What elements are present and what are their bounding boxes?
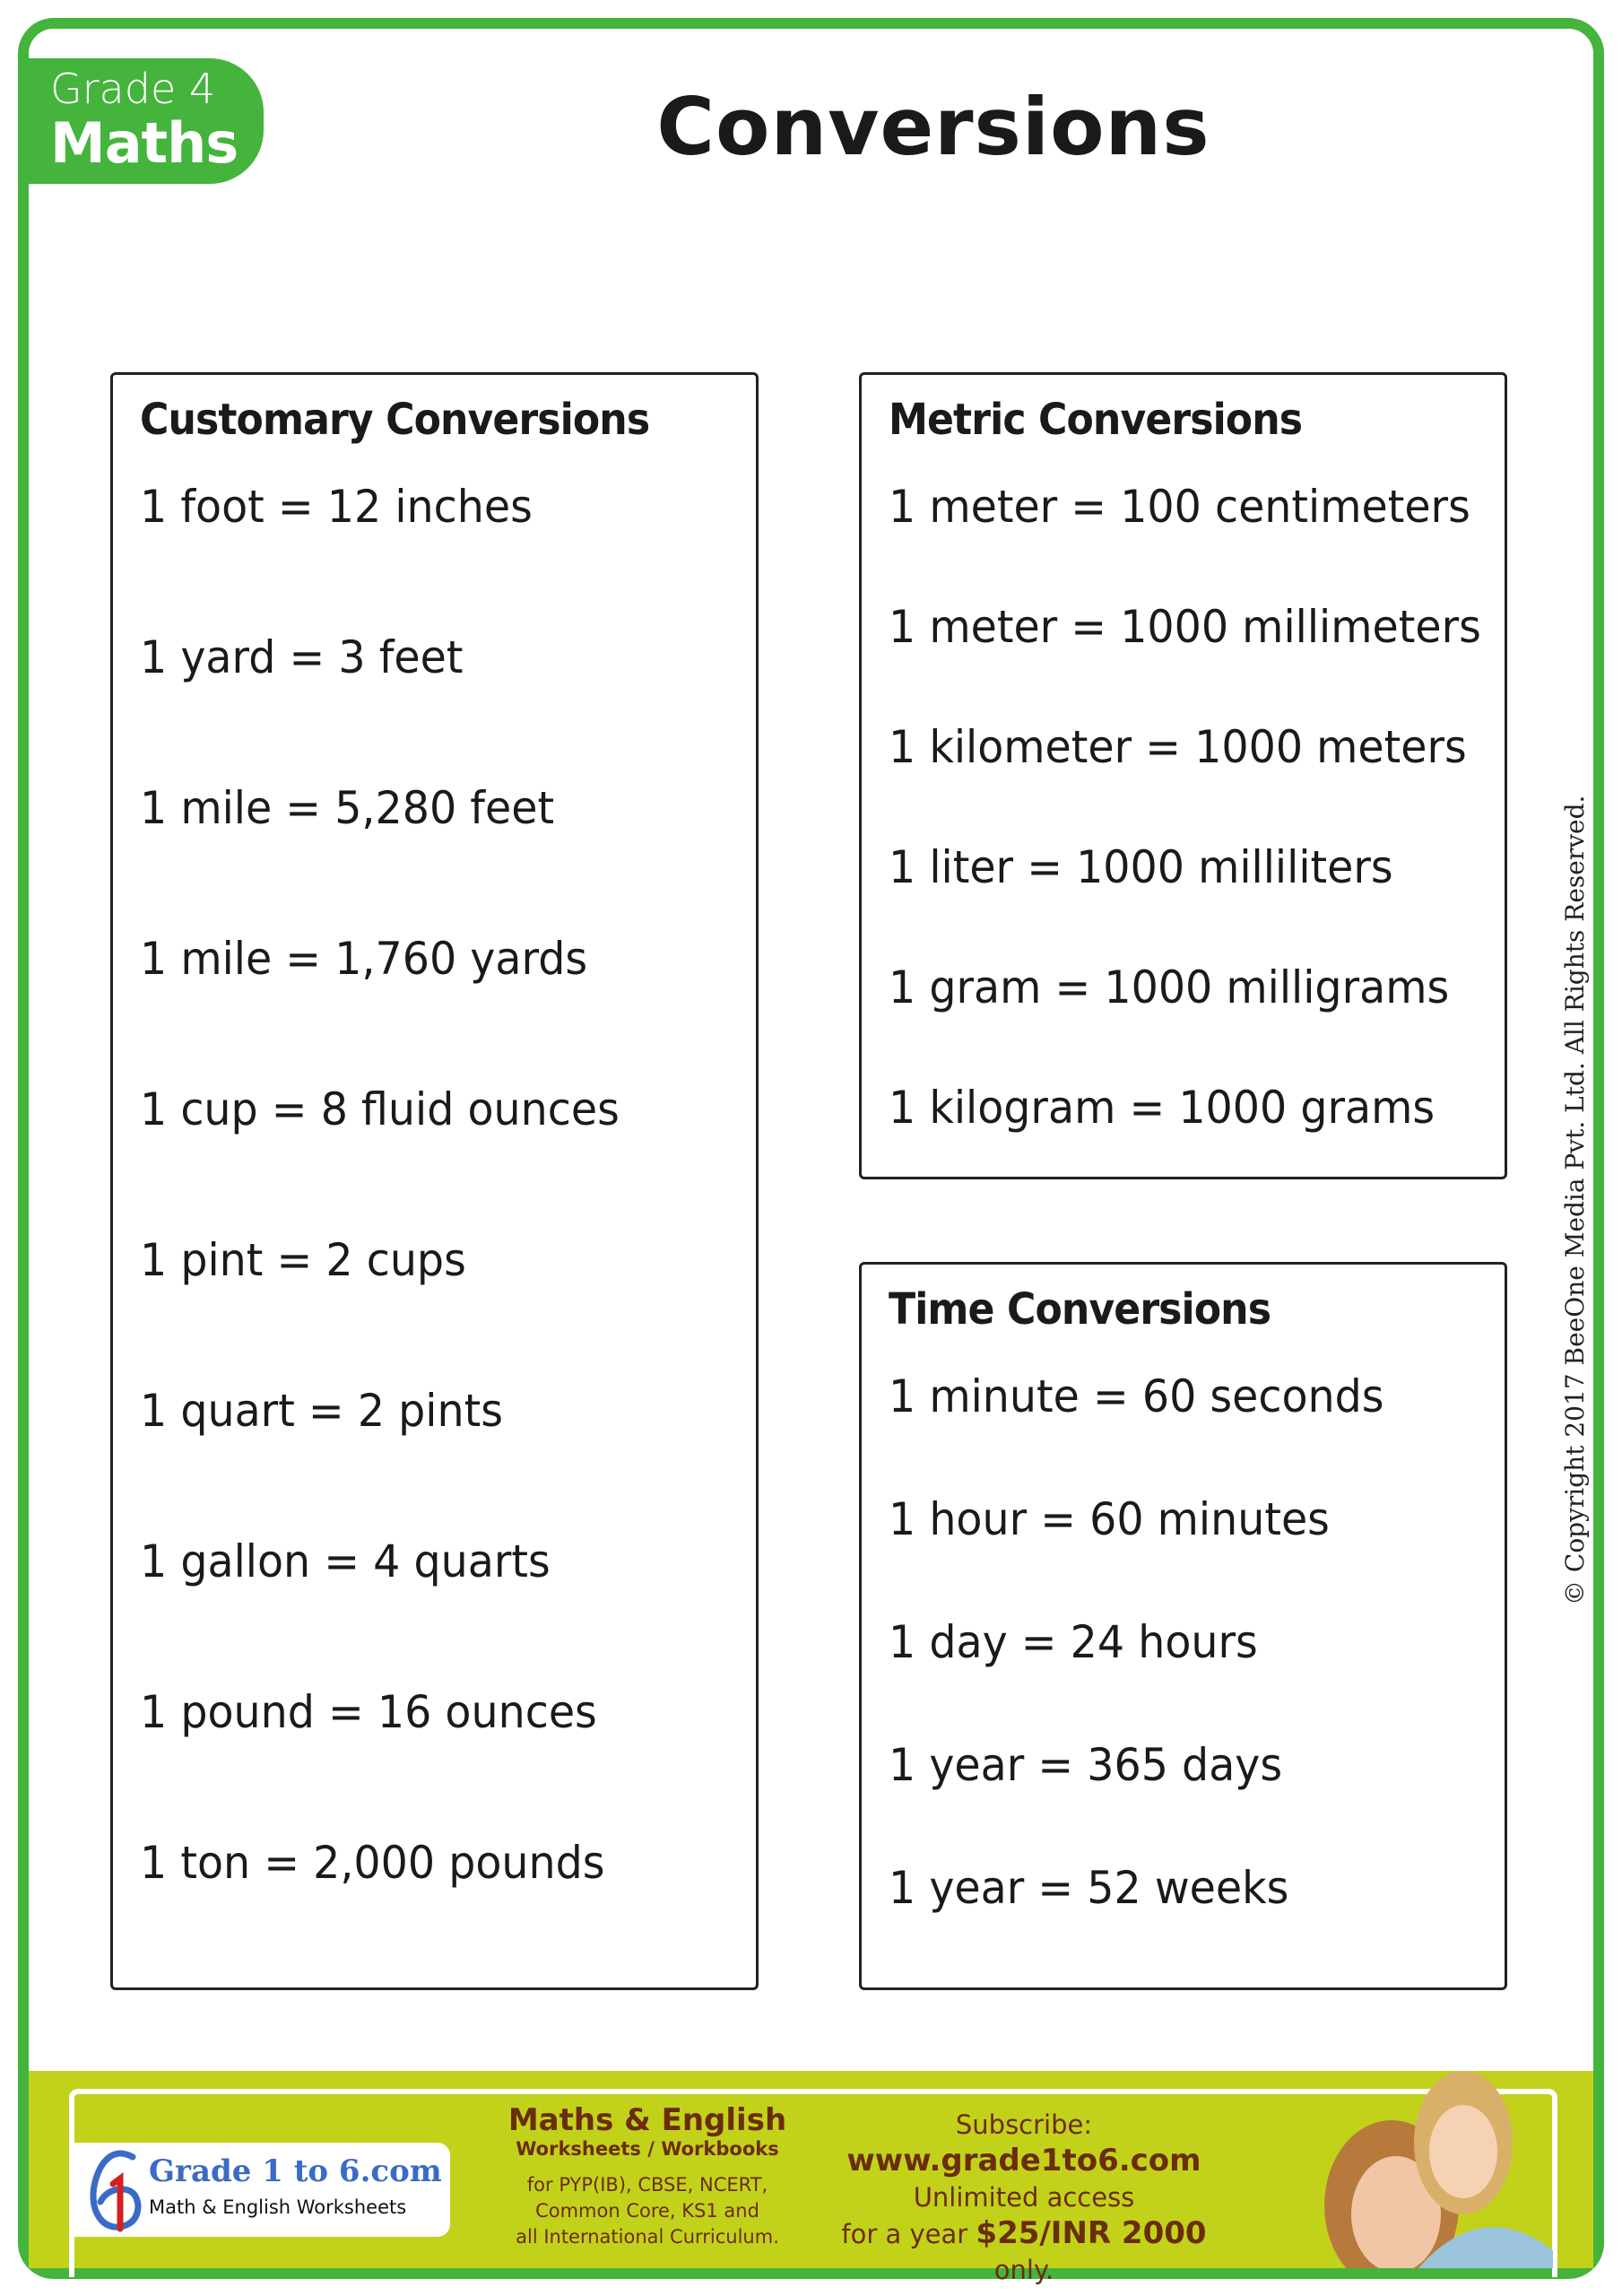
conversion-item: 1 liter = 1000 milliliters: [889, 841, 1393, 893]
price-prefix: for a year: [841, 2219, 968, 2249]
conversion-item: 1 yard = 3 feet: [140, 631, 464, 683]
conversion-item: 1 foot = 12 inches: [140, 481, 533, 533]
conversion-item: 1 mile = 5,280 feet: [140, 782, 555, 834]
curriculum-line: all International Curriculum.: [516, 2226, 779, 2248]
conversion-item: 1 mile = 1,760 yards: [140, 933, 588, 985]
footer-banner: Grade 1 to 6.com Math & English Workshee…: [29, 2071, 1593, 2285]
conversion-item: 1 quart = 2 pints: [140, 1385, 503, 1437]
conversion-item: 1 minute = 60 seconds: [889, 1370, 1384, 1422]
metric-box: Metric Conversions 1 meter = 100 centime…: [859, 372, 1507, 1179]
product-subtitle: Worksheets / Workbooks: [516, 2138, 779, 2160]
logo-name: Grade 1 to 6.com: [149, 2153, 442, 2189]
grade-label: Grade 4: [50, 65, 216, 113]
conversion-item: 1 ton = 2,000 pounds: [140, 1837, 605, 1889]
customary-box: Customary Conversions 1 foot = 12 inches…: [110, 372, 759, 1990]
conversion-item: 1 gallon = 4 quarts: [140, 1535, 551, 1587]
curriculum-line: Common Core, KS1 and: [535, 2200, 759, 2222]
time-box: Time Conversions 1 minute = 60 seconds 1…: [859, 1262, 1507, 1990]
price: $25/INR 2000: [976, 2215, 1207, 2251]
conversion-item: 1 gram = 1000 milligrams: [889, 961, 1450, 1013]
conversion-item: 1 kilogram = 1000 grams: [889, 1082, 1436, 1134]
conversion-item: 1 year = 52 weeks: [889, 1862, 1289, 1914]
subject-label: Maths: [50, 110, 239, 176]
conversion-item: 1 kilometer = 1000 meters: [889, 721, 1467, 773]
conversion-item: 1 year = 365 days: [889, 1739, 1283, 1791]
conversion-item: 1 meter = 1000 millimeters: [889, 601, 1481, 653]
conversion-item: 1 hour = 60 minutes: [889, 1493, 1330, 1545]
customary-heading: Customary Conversions: [140, 395, 650, 445]
footer-product-info: Maths & English Worksheets / Workbooks f…: [495, 2102, 800, 2250]
conversion-item: 1 day = 24 hours: [889, 1616, 1258, 1668]
metric-heading: Metric Conversions: [889, 395, 1303, 445]
conversion-item: 1 pint = 2 cups: [140, 1234, 466, 1286]
footer-inner-frame: [69, 2089, 1557, 2277]
subscribe-label: Subscribe:: [955, 2109, 1093, 2140]
curriculum-line: for PYP(IB), CBSE, NCERT,: [526, 2174, 768, 2196]
subscribe-info: Subscribe: www.grade1to6.com Unlimited a…: [836, 2107, 1212, 2288]
site-logo[interactable]: Grade 1 to 6.com Math & English Workshee…: [74, 2143, 450, 2237]
logo-tagline: Math & English Worksheets: [149, 2196, 407, 2218]
access-text: Unlimited access: [913, 2182, 1135, 2213]
conversion-item: 1 pound = 16 ounces: [140, 1686, 597, 1738]
mother-daughter-photo: [1324, 2071, 1553, 2268]
page-frame: [18, 18, 1604, 2279]
copyright-text: © Copyright 2017 BeeOne Media Pvt. Ltd. …: [1560, 795, 1590, 1605]
conversion-item: 1 cup = 8 fluid ounces: [140, 1083, 620, 1135]
conversion-item: 1 meter = 100 centimeters: [889, 481, 1470, 533]
grade-badge: Grade 4 Maths: [18, 58, 264, 184]
time-heading: Time Conversions: [889, 1284, 1271, 1335]
product-title: Maths & English: [507, 2102, 787, 2138]
site-url-link[interactable]: www.grade1to6.com: [846, 2143, 1201, 2179]
price-suffix: only.: [993, 2255, 1054, 2285]
page-title: Conversions: [656, 81, 1210, 173]
logo-six-one-icon: [90, 2150, 142, 2232]
